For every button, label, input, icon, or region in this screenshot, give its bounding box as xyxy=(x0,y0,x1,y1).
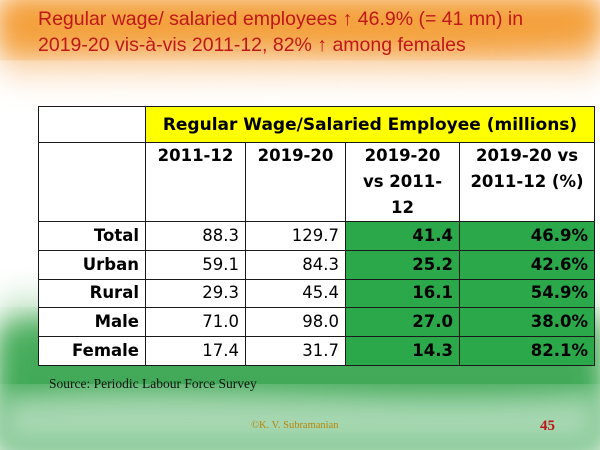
value-2019-20: 45.4 xyxy=(245,278,346,309)
change-percent: 42.6% xyxy=(458,249,596,280)
slide-title: Regular wage/ salaried employees ↑ 46.9%… xyxy=(38,6,593,58)
row-label: Urban xyxy=(38,249,146,280)
row-label: Rural xyxy=(38,278,146,309)
change-absolute: 14.3 xyxy=(345,336,460,366)
change-percent: 38.0% xyxy=(458,307,596,338)
value-2019-20: 31.7 xyxy=(245,336,346,366)
corner-cell xyxy=(38,106,146,143)
change-percent: 46.9% xyxy=(458,221,596,251)
change-absolute: 27.0 xyxy=(345,307,460,338)
employment-table: Regular Wage/Salaried Employee (millions… xyxy=(38,106,596,366)
change-absolute: 16.1 xyxy=(345,278,460,309)
col-header: 2019-20 xyxy=(245,142,346,222)
value-2019-20: 129.7 xyxy=(245,221,346,251)
change-absolute: 25.2 xyxy=(345,249,460,280)
author-credit: ©K. V. Subramanian xyxy=(251,420,339,431)
source-note: Source: Periodic Labour Force Survey xyxy=(49,376,257,391)
change-percent: 54.9% xyxy=(458,278,596,309)
change-absolute: 41.4 xyxy=(345,221,460,251)
value-2019-20: 84.3 xyxy=(245,249,346,280)
col-header: 2011-12 xyxy=(145,142,246,222)
value-2011-12: 88.3 xyxy=(145,221,246,251)
col-header: 2019-20 vs 2011-12 xyxy=(345,142,460,222)
value-2019-20: 98.0 xyxy=(245,307,346,338)
change-percent: 82.1% xyxy=(458,336,596,366)
row-label: Female xyxy=(38,336,146,366)
title-line-2: 2019-20 vis-à-vis 2011-12, 82% ↑ among f… xyxy=(38,34,466,56)
corner-cell-2 xyxy=(38,142,146,222)
value-2011-12: 17.4 xyxy=(145,336,246,366)
col-header: 2019-20 vs 2011-12 (%) xyxy=(458,142,596,222)
table-row: Female 17.4 31.7 14.3 82.1% xyxy=(38,336,596,366)
value-2011-12: 29.3 xyxy=(145,278,246,309)
table-row: Male 71.0 98.0 27.0 38.0% xyxy=(38,307,596,338)
row-label: Male xyxy=(38,307,146,338)
title-line-1: Regular wage/ salaried employees ↑ 46.9%… xyxy=(38,8,524,30)
table-row: Rural 29.3 45.4 16.1 54.9% xyxy=(38,278,596,309)
table-header: Regular Wage/Salaried Employee (millions… xyxy=(144,106,596,143)
table-row: Urban 59.1 84.3 25.2 42.6% xyxy=(38,249,596,280)
page-number: 45 xyxy=(540,418,555,434)
table-row: Total 88.3 129.7 41.4 46.9% xyxy=(38,221,596,251)
value-2011-12: 71.0 xyxy=(145,307,246,338)
row-label: Total xyxy=(38,221,146,251)
value-2011-12: 59.1 xyxy=(145,249,246,280)
